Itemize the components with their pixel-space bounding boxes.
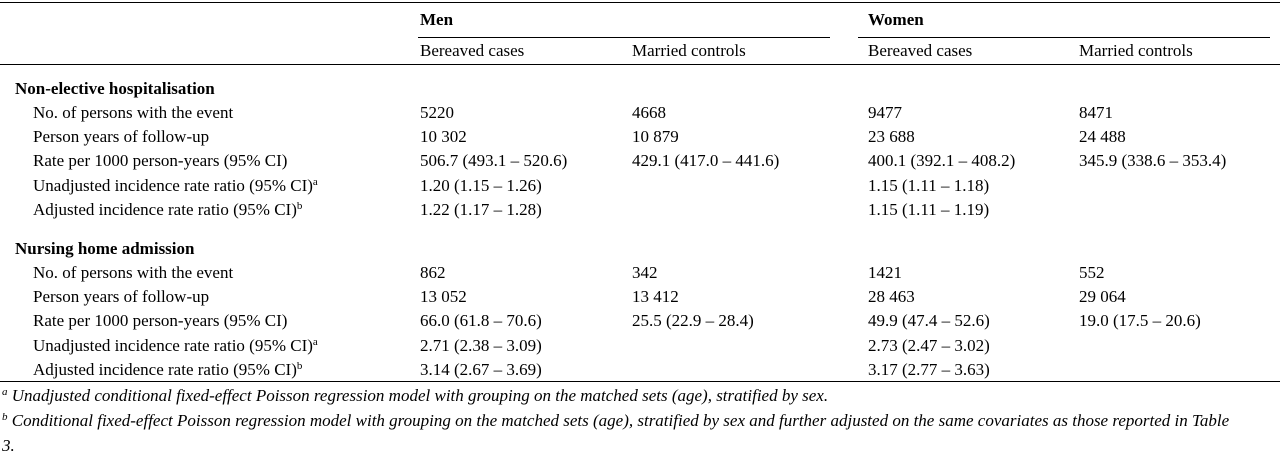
cell: 4668: [632, 103, 666, 122]
row-label: No. of persons with the event: [33, 103, 233, 123]
row-label-text: Unadjusted incidence rate ratio (95% CI): [33, 336, 313, 355]
cell: 400.1 (392.1 – 408.2): [868, 151, 1016, 170]
cell: 23 688: [868, 127, 915, 146]
cell: 25.5 (22.9 – 28.4): [632, 311, 754, 330]
row-label-text: No. of persons with the event: [33, 263, 234, 282]
cell: 8471: [1079, 103, 1113, 122]
footnote-marker: b: [2, 411, 8, 423]
column-header: Married controls: [632, 41, 746, 60]
cell: 342: [632, 263, 658, 282]
footnote-marker: a: [312, 176, 318, 188]
cell: 5220: [420, 103, 454, 122]
cell: 24 488: [1079, 127, 1126, 146]
row-label: Adjusted incidence rate ratio (95% CI)b: [33, 200, 302, 220]
row-label-text: Rate per 1000 person-years (95% CI): [33, 151, 288, 170]
row-label: Unadjusted incidence rate ratio (95% CI)…: [33, 336, 318, 356]
row-label: Person years of follow-up: [33, 287, 209, 307]
bottom-rule: [0, 381, 1280, 382]
cell: 1421: [868, 263, 902, 282]
cell: 345.9 (338.6 – 353.4): [1079, 151, 1227, 170]
row-label: No. of persons with the event: [33, 263, 233, 283]
row-label: Unadjusted incidence rate ratio (95% CI)…: [33, 176, 318, 196]
cell: 19.0 (17.5 – 20.6): [1079, 311, 1201, 330]
row-label-text: No. of persons with the event: [33, 103, 234, 122]
column-header: Bereaved cases: [420, 41, 525, 60]
section-title: Nursing home admission: [15, 239, 195, 258]
cell: 29 064: [1079, 287, 1126, 306]
footnote: a Unadjusted conditional fixed-effect Po…: [2, 383, 1242, 408]
cell: 10 302: [420, 127, 467, 146]
cell: 13 052: [420, 287, 467, 306]
column-header: Bereaved cases: [868, 41, 973, 60]
group-rule: [858, 37, 1270, 38]
cell: 862: [420, 263, 446, 282]
group-header: Men: [420, 10, 454, 29]
footnote-marker: a: [312, 336, 318, 348]
cell: 10 879: [632, 127, 679, 146]
footnote-text: Conditional fixed-effect Poisson regress…: [2, 411, 1230, 455]
group-header: Women: [868, 10, 924, 29]
row-label-text: Person years of follow-up: [33, 127, 210, 146]
row-label-text: Adjusted incidence rate ratio (95% CI): [33, 200, 297, 219]
cell: 429.1 (417.0 – 441.6): [632, 151, 780, 170]
cell: 2.71 (2.38 – 3.09): [420, 336, 542, 355]
footnote-text: Unadjusted conditional fixed-effect Pois…: [11, 386, 829, 405]
footnote-marker: b: [296, 360, 303, 372]
row-label-text: Person years of follow-up: [33, 287, 210, 306]
row-label: Rate per 1000 person-years (95% CI): [33, 311, 287, 331]
cell: 1.15 (1.11 – 1.19): [868, 200, 990, 219]
cell: 3.14 (2.67 – 3.69): [420, 360, 542, 379]
row-label: Person years of follow-up: [33, 127, 209, 147]
row-label: Rate per 1000 person-years (95% CI): [33, 151, 287, 171]
footnote-marker: a: [2, 386, 8, 398]
header-rule: [0, 64, 1280, 65]
cell: 9477: [868, 103, 902, 122]
top-rule: [0, 2, 1280, 3]
row-label-text: Rate per 1000 person-years (95% CI): [33, 311, 288, 330]
footnote-marker: b: [296, 200, 303, 212]
row-label-text: Adjusted incidence rate ratio (95% CI): [33, 360, 297, 379]
group-rule: [418, 37, 830, 38]
section-title: Non-elective hospitalisation: [15, 79, 215, 98]
cell: 1.15 (1.11 – 1.18): [868, 176, 990, 195]
cell: 13 412: [632, 287, 679, 306]
cell: 2.73 (2.47 – 3.02): [868, 336, 990, 355]
cell: 1.22 (1.17 – 1.28): [420, 200, 542, 219]
footnote: b Conditional fixed-effect Poisson regre…: [2, 408, 1242, 458]
cell: 3.17 (2.77 – 3.63): [868, 360, 990, 379]
cell: 49.9 (47.4 – 52.6): [868, 311, 990, 330]
cell: 28 463: [868, 287, 915, 306]
column-header: Married controls: [1079, 41, 1193, 60]
cell: 506.7 (493.1 – 520.6): [420, 151, 568, 170]
cell: 66.0 (61.8 – 70.6): [420, 311, 542, 330]
cell: 1.20 (1.15 – 1.26): [420, 176, 542, 195]
row-label: Adjusted incidence rate ratio (95% CI)b: [33, 360, 302, 380]
cell: 552: [1079, 263, 1105, 282]
row-label-text: Unadjusted incidence rate ratio (95% CI): [33, 176, 313, 195]
